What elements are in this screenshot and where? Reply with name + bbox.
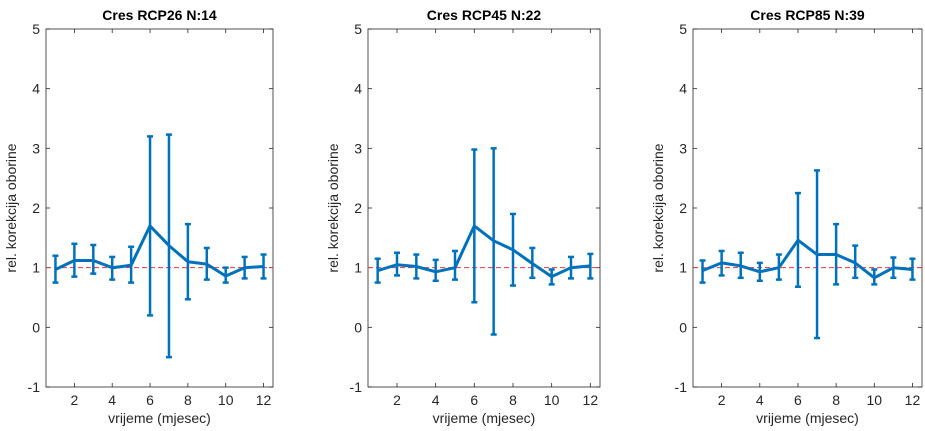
y-tick-label: 5 [32,21,40,37]
y-tick-label: -1 [350,379,363,395]
error-bar [699,259,706,284]
chart-title: Cres RCP85 N:39 [750,7,865,23]
y-tick-label: 4 [354,81,362,97]
y-tick-label: 0 [354,319,362,335]
x-axis-label: vrijeme (mjesec) [756,410,859,426]
x-tick-label: 8 [832,392,840,408]
y-tick-label: 1 [354,260,362,276]
x-tick-label: 8 [184,392,192,408]
y-tick-label: 2 [354,200,362,216]
y-tick-label: 3 [354,140,362,156]
x-tick-label: 2 [70,392,78,408]
y-axis-label: rel. korekcija oborine [3,143,19,272]
chart-title: Cres RCP26 N:14 [102,7,217,23]
y-tick-label: 2 [679,200,687,216]
chart-title: Cres RCP45 N:22 [427,7,542,23]
y-tick-label: 3 [32,140,40,156]
x-tick-label: 6 [470,392,478,408]
x-tick-label: 12 [583,392,599,408]
y-tick-label: 0 [32,319,40,335]
plot-area [692,28,923,388]
y-tick-label: 5 [679,21,687,37]
x-tick-label: 10 [218,392,234,408]
series-line [377,224,591,279]
y-tick-label: -1 [28,379,41,395]
error-bar [260,253,267,280]
x-axis-label: vrijeme (mjesec) [108,410,211,426]
y-tick-label: -1 [675,379,688,395]
y-tick-label: 1 [679,260,687,276]
x-tick-label: 12 [256,392,272,408]
x-tick-label: 4 [108,392,116,408]
y-tick-label: 4 [32,81,40,97]
y-axis-label: rel. korekcija oborine [325,143,341,272]
y-tick-label: 4 [679,81,687,97]
y-tick-label: 1 [32,260,40,276]
y-tick-label: 3 [679,140,687,156]
error-bar [587,252,594,280]
x-tick-label: 4 [432,392,440,408]
plot-area [45,28,274,388]
x-tick-label: 12 [905,392,921,408]
plot-area [367,28,601,388]
y-axis-label: rel. korekcija oborine [650,143,666,272]
y-tick-label: 0 [679,319,687,335]
x-tick-label: 6 [794,392,802,408]
x-axis-label: vrijeme (mjesec) [433,410,536,426]
series-line [701,238,913,280]
x-tick-label: 10 [544,392,560,408]
x-tick-label: 4 [756,392,764,408]
x-tick-label: 10 [867,392,883,408]
y-tick-label: 2 [32,200,40,216]
y-tick-label: 5 [354,21,362,37]
x-tick-label: 6 [146,392,154,408]
error-bar [374,257,381,284]
x-tick-label: 2 [718,392,726,408]
series-line [54,224,264,278]
x-tick-label: 2 [393,392,401,408]
x-tick-label: 8 [509,392,517,408]
